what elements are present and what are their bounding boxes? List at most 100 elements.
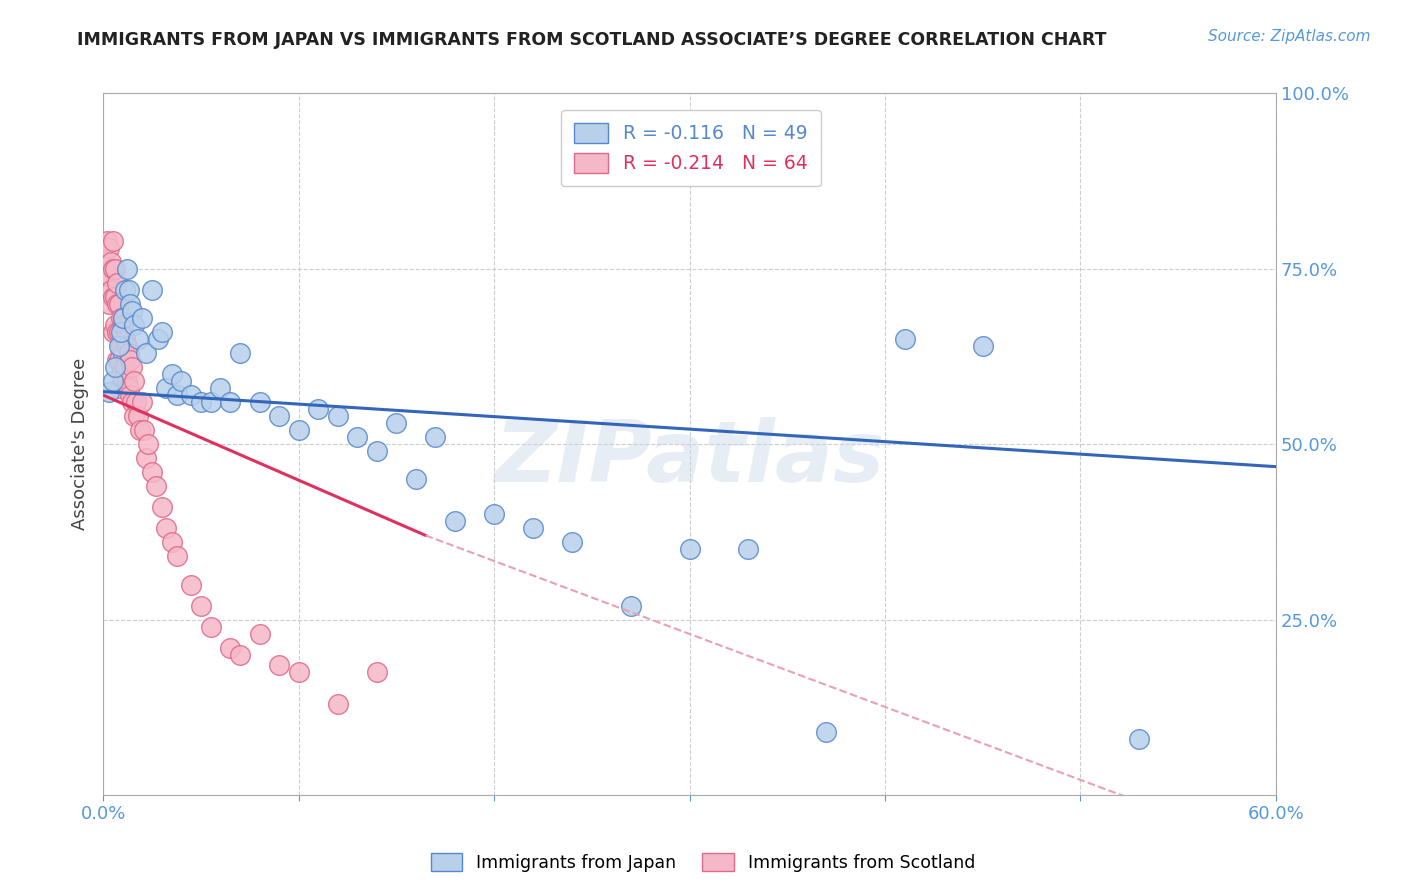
Point: [120, 388, 142, 402]
Point: [135, 346, 157, 360]
Point: [111, 346, 134, 360]
Point: [104, 359, 127, 374]
Point: [150, 325, 173, 339]
Point: [141, 283, 163, 297]
Point: [107, 353, 129, 368]
Point: [166, 549, 188, 564]
Point: [190, 599, 212, 613]
Point: [229, 648, 252, 662]
Point: [124, 318, 146, 332]
Point: [107, 381, 129, 395]
Point: [737, 542, 759, 557]
Point: [114, 283, 136, 297]
Point: [127, 332, 149, 346]
Point: [815, 725, 838, 739]
Point: [620, 599, 643, 613]
Point: [110, 325, 132, 339]
Point: [129, 423, 152, 437]
Point: [136, 437, 159, 451]
Point: [522, 521, 544, 535]
Point: [150, 500, 173, 515]
Point: [105, 297, 128, 311]
Point: [170, 374, 193, 388]
Point: [98, 297, 121, 311]
Point: [366, 444, 388, 458]
Point: [100, 254, 122, 268]
Point: [209, 381, 232, 395]
Point: [104, 290, 127, 304]
Point: [229, 346, 252, 360]
Point: [105, 353, 128, 368]
Point: [101, 261, 124, 276]
Point: [117, 283, 139, 297]
Point: [249, 626, 271, 640]
Point: [141, 465, 163, 479]
Point: [124, 409, 146, 424]
Point: [111, 374, 134, 388]
Point: [117, 381, 139, 395]
Point: [200, 395, 222, 409]
Point: [219, 640, 242, 655]
Point: [346, 430, 368, 444]
Point: [121, 395, 143, 409]
Point: [125, 395, 148, 409]
Point: [120, 297, 142, 311]
Point: [127, 409, 149, 424]
Point: [104, 261, 127, 276]
Point: [972, 339, 994, 353]
Point: [190, 395, 212, 409]
Point: [104, 318, 127, 332]
Point: [120, 353, 142, 368]
Point: [124, 374, 146, 388]
Point: [96, 268, 118, 283]
Point: [131, 395, 153, 409]
Legend: R = -0.116   N = 49, R = -0.214   N = 64: R = -0.116 N = 49, R = -0.214 N = 64: [561, 110, 821, 186]
Point: [101, 234, 124, 248]
Point: [180, 388, 202, 402]
Point: [114, 359, 136, 374]
Point: [287, 423, 309, 437]
Point: [155, 521, 177, 535]
Point: [287, 665, 309, 680]
Point: [307, 402, 329, 417]
Point: [107, 339, 129, 353]
Point: [444, 515, 467, 529]
Point: [1128, 731, 1150, 746]
Legend: Immigrants from Japan, Immigrants from Scotland: Immigrants from Japan, Immigrants from S…: [425, 847, 981, 879]
Point: [425, 430, 447, 444]
Point: [249, 395, 271, 409]
Point: [561, 535, 583, 549]
Text: ZIPatlas: ZIPatlas: [495, 417, 884, 500]
Point: [131, 310, 153, 325]
Point: [110, 339, 132, 353]
Point: [110, 367, 132, 381]
Point: [96, 234, 118, 248]
Text: Source: ZipAtlas.com: Source: ZipAtlas.com: [1208, 29, 1371, 44]
Point: [155, 381, 177, 395]
Point: [111, 318, 134, 332]
Point: [219, 395, 242, 409]
Point: [200, 620, 222, 634]
Point: [107, 297, 129, 311]
Point: [385, 416, 408, 430]
Point: [98, 241, 121, 255]
Point: [100, 283, 122, 297]
Point: [110, 310, 132, 325]
Point: [121, 304, 143, 318]
Point: [98, 268, 121, 283]
Text: IMMIGRANTS FROM JAPAN VS IMMIGRANTS FROM SCOTLAND ASSOCIATE’S DEGREE CORRELATION: IMMIGRANTS FROM JAPAN VS IMMIGRANTS FROM…: [77, 31, 1107, 49]
Point: [678, 542, 700, 557]
Point: [366, 665, 388, 680]
Point: [101, 374, 124, 388]
Point: [405, 472, 427, 486]
Point: [326, 409, 349, 424]
Point: [160, 535, 183, 549]
Point: [160, 367, 183, 381]
Point: [98, 384, 121, 399]
Point: [107, 325, 129, 339]
Point: [121, 359, 143, 374]
Point: [326, 697, 349, 711]
Point: [180, 577, 202, 591]
Point: [117, 346, 139, 360]
Point: [134, 423, 156, 437]
